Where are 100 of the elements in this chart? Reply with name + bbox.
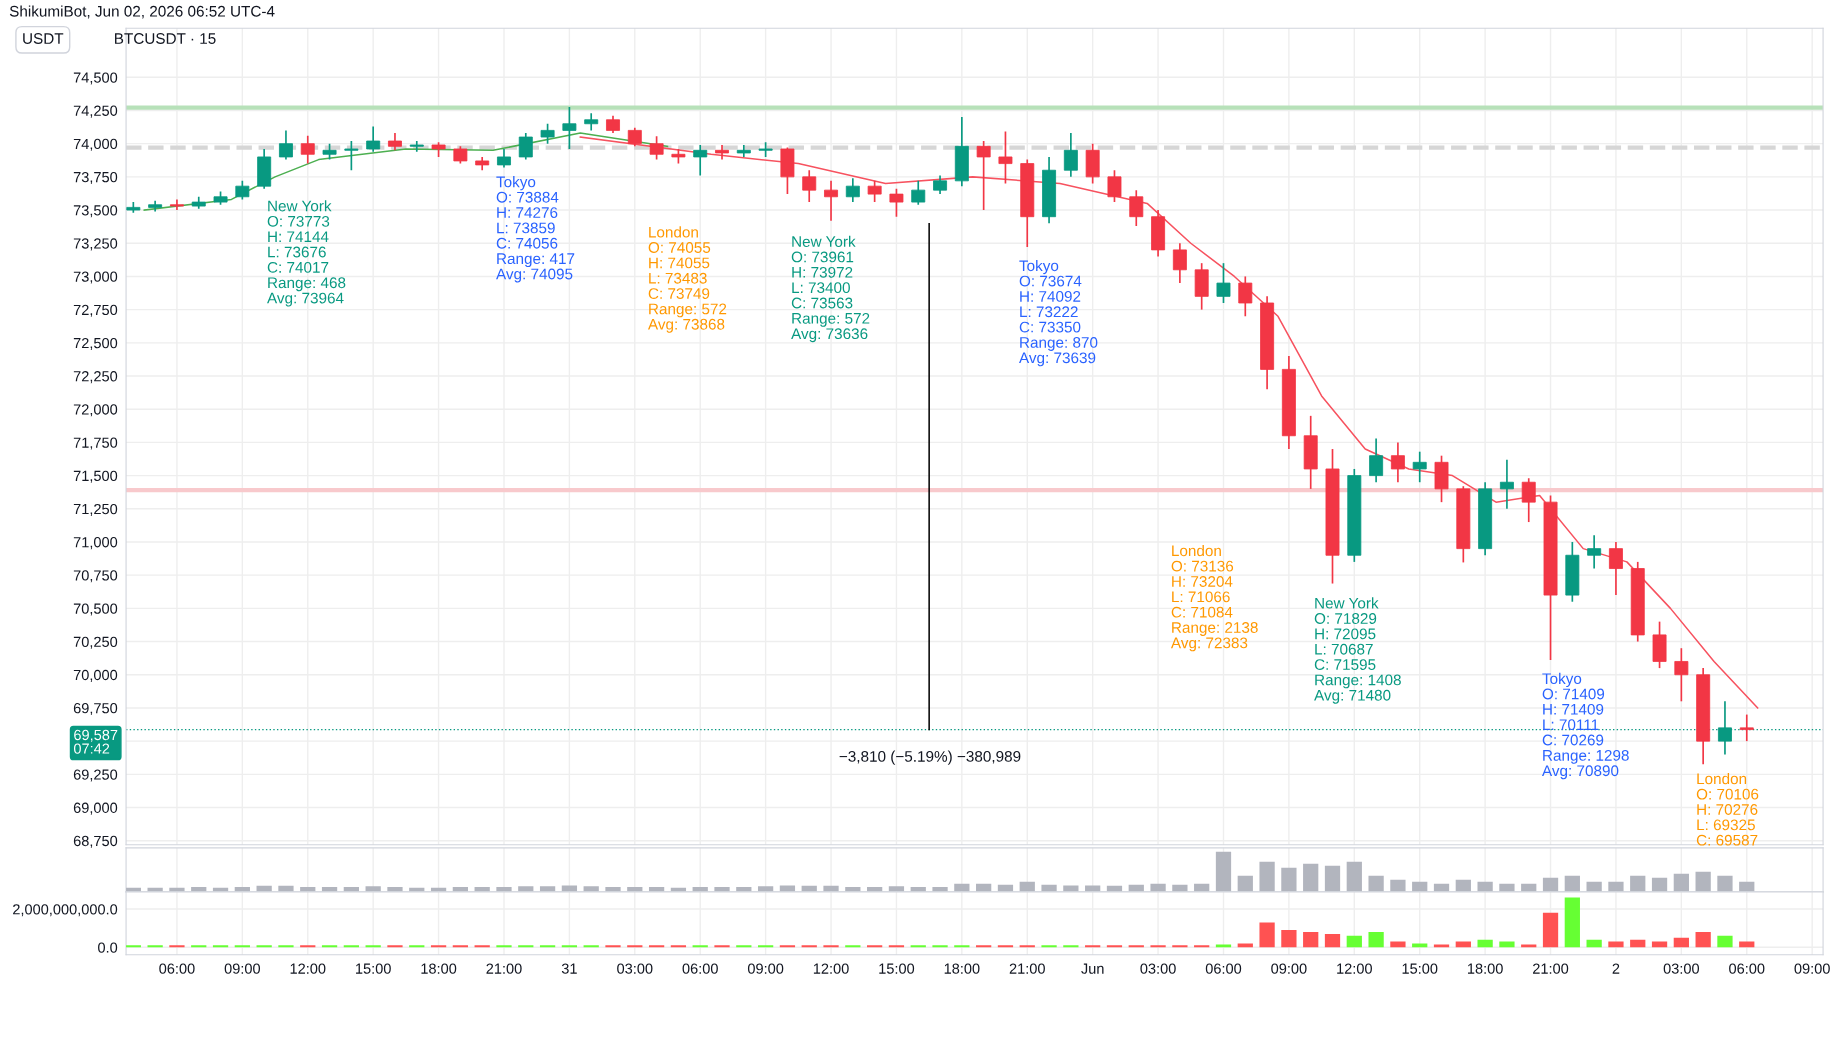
candlestick: [235, 180, 250, 201]
bar: [1630, 875, 1646, 892]
bar: [561, 885, 578, 892]
y-tick-label: 70,000: [73, 669, 118, 682]
bar: [1499, 941, 1515, 948]
y-tick-label: 69,000: [73, 802, 118, 815]
candlestick: [802, 169, 817, 203]
y-tick-label: 73,000: [73, 271, 118, 284]
bar: [1346, 935, 1362, 948]
candlestick: [933, 174, 948, 195]
y-tick-label: 73,250: [73, 238, 118, 251]
candlestick: [1172, 242, 1187, 284]
x-tick-label: 03:00: [617, 963, 653, 974]
bar: [1412, 943, 1428, 948]
bar: [1150, 883, 1166, 892]
x-tick-label: 18:00: [944, 963, 980, 974]
x-tick-label: 18:00: [1467, 963, 1503, 974]
bar: [1564, 875, 1580, 892]
annotation: London O: 73136 H: 73204 L: 71066 C: 71084 Range: 2138 Avg: 72383: [1170, 544, 1258, 652]
chart-title: BTCUSDT · 15: [115, 33, 216, 44]
y-tick-label: 73,500: [73, 205, 118, 218]
x-tick-label: 15:00: [356, 963, 391, 974]
candlestick: [976, 140, 991, 211]
bar: [1564, 897, 1580, 948]
y-tick-label: 2,000,000,000.0: [13, 904, 118, 917]
x-tick-label: 12:00: [1337, 963, 1372, 974]
text: 69,587 07:42: [73, 729, 118, 754]
x-tick-label: 09:00: [224, 963, 261, 974]
bar: [1586, 939, 1602, 948]
bar: [1215, 851, 1232, 892]
candlestick: [497, 148, 511, 169]
bar: [1433, 944, 1450, 948]
x-tick-label: 15:00: [879, 963, 915, 974]
candlestick: [867, 180, 882, 203]
y-tick-label: 71,250: [73, 503, 118, 516]
bar: [1390, 879, 1406, 892]
candlestick: [366, 125, 381, 153]
candlestick: [1739, 713, 1754, 742]
annotation: Tokyo O: 71409 H: 71409 L: 70111 C: 70269 Range: 1298 Avg: 70890: [1541, 672, 1629, 780]
y-tick-label: 68,750: [73, 835, 118, 848]
bar: [1717, 875, 1733, 892]
candlestick: [344, 140, 359, 172]
candlestick: [889, 187, 904, 218]
bar: [1085, 885, 1101, 892]
y-tick-label: 72,500: [73, 337, 118, 350]
bar: [1608, 941, 1624, 948]
candlestick: [824, 180, 838, 222]
y-tick-label: 72,750: [73, 304, 118, 317]
bar: [1717, 935, 1733, 948]
bar: [1281, 930, 1297, 948]
x-tick-label: 09:00: [1794, 963, 1830, 974]
bar: [1455, 879, 1471, 892]
candlestick: [518, 132, 533, 161]
y-tick-label: 74,500: [73, 72, 118, 85]
annotation: New York O: 73773 H: 74144 L: 73676 C: 74017 Range: 468 Avg: 73964: [267, 200, 346, 307]
candlestick: [649, 135, 664, 161]
annotation: London O: 74055 H: 74055 L: 73483 C: 73749 Range: 572 Avg: 73868: [647, 226, 727, 333]
y-tick-label: 0.0: [98, 942, 118, 953]
bar: [1542, 912, 1559, 948]
bar: [779, 885, 796, 892]
candlestick: [1063, 132, 1078, 178]
candlestick: [715, 144, 729, 161]
bar: [1651, 877, 1668, 892]
bar: [1695, 871, 1711, 892]
x-tick-label: Jun: [1081, 963, 1104, 974]
bar: [1630, 939, 1646, 948]
y-tick-label: 70,250: [73, 636, 118, 649]
x-tick-label: 06:00: [159, 963, 195, 974]
x-tick-label: 21:00: [1533, 963, 1569, 974]
x-tick-label: 03:00: [1663, 963, 1700, 974]
candlestick: [1587, 534, 1602, 570]
x-tick-label: 18:00: [421, 963, 457, 974]
annotation: New York O: 73961 H: 73972 L: 73400 C: 73563 Range: 572 Avg: 73636: [791, 235, 870, 343]
bar: [1542, 877, 1559, 892]
candlestick: [1390, 441, 1405, 484]
candlestick: [278, 129, 293, 161]
candlestick: [627, 126, 642, 148]
candlestick: [1129, 189, 1144, 227]
bar: [1324, 865, 1341, 892]
bar: [1259, 922, 1275, 948]
candlestick: [1369, 437, 1384, 484]
annotation: Tokyo O: 73674 H: 74092 L: 73222 C: 73350 Range: 870 Avg: 73639: [1019, 259, 1098, 367]
candlestick: [1521, 477, 1536, 523]
annotation: London O: 70106 H: 70276 L: 69325 C: 69587: [1696, 773, 1759, 846]
y-tick-label: 74,000: [73, 138, 118, 151]
y-tick-label: 71,750: [73, 437, 118, 450]
candlestick: [1674, 647, 1689, 703]
candlestick: [1238, 275, 1253, 318]
y-tick-label: 73,750: [73, 171, 118, 185]
text: ShikumiBot, Jun 02, 2026 06:52 UTC-4: [9, 5, 275, 19]
y-tick-label: 72,000: [73, 404, 118, 417]
bar: [1324, 933, 1341, 948]
x-tick-label: 09:00: [1271, 963, 1307, 974]
y-tick-label: 71,500: [73, 470, 118, 483]
candlestick: [1412, 450, 1427, 484]
bar: [1695, 931, 1711, 948]
y-tick-label: 69,750: [73, 703, 118, 716]
bar: [1499, 883, 1515, 892]
x-tick-label: 03:00: [1140, 963, 1176, 974]
bar: [1237, 875, 1253, 892]
